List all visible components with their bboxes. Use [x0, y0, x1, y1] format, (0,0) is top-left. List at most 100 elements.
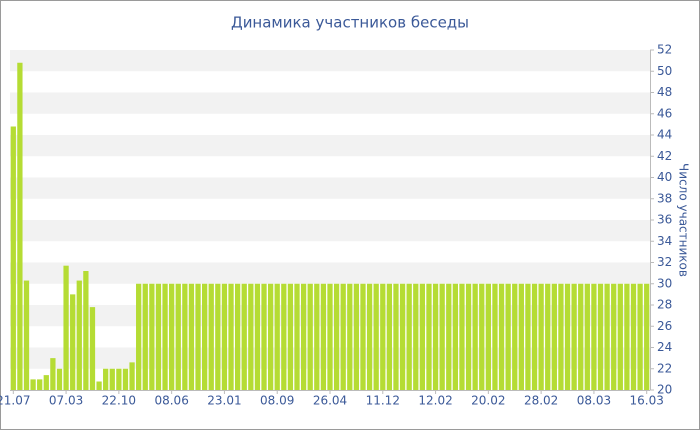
bar	[234, 283, 241, 390]
y-tick-label: 30	[657, 276, 672, 290]
bar	[228, 283, 234, 390]
y-tick-label: 28	[657, 298, 672, 312]
bar	[525, 283, 531, 390]
bar	[155, 283, 162, 390]
bar	[169, 283, 175, 390]
bar	[531, 283, 538, 390]
bar	[353, 283, 360, 390]
y-tick-label: 32	[657, 255, 672, 269]
bar	[518, 283, 524, 390]
bar	[300, 283, 307, 390]
bar	[122, 368, 129, 390]
x-tick-label: 08.09	[260, 394, 294, 408]
bar	[267, 283, 274, 390]
bar	[208, 283, 214, 390]
x-tick-label: 20.02	[471, 394, 505, 408]
x-tick-label: 22.10	[102, 394, 136, 408]
bar	[149, 283, 155, 390]
bar	[413, 283, 419, 390]
grid-stripe	[10, 220, 650, 242]
y-tick-label: 40	[657, 170, 672, 184]
bar	[294, 283, 300, 390]
x-tick-label: 08.06	[154, 394, 188, 408]
bar	[96, 381, 102, 390]
bar	[30, 379, 36, 390]
bar	[373, 283, 379, 390]
bar	[254, 283, 261, 390]
bar	[551, 283, 557, 390]
x-tick-label: 28.02	[524, 394, 558, 408]
bar	[37, 379, 43, 390]
bar	[327, 283, 333, 390]
bar	[366, 283, 373, 390]
bar	[498, 283, 505, 390]
bar	[611, 283, 617, 390]
grid-stripe	[10, 135, 650, 157]
bar	[23, 280, 30, 390]
y-tick-label: 22	[657, 361, 672, 375]
bar	[202, 283, 208, 390]
y-tick-label: 44	[657, 128, 672, 142]
y-tick-label: 42	[657, 149, 672, 163]
bar	[644, 283, 650, 390]
x-tick-label: 26.04	[313, 394, 347, 408]
x-tick-label: 21.07	[0, 394, 30, 408]
x-tick-label: 16.03	[630, 394, 664, 408]
bar	[109, 368, 115, 390]
bar	[63, 265, 69, 390]
bar	[17, 62, 23, 390]
bar	[439, 283, 445, 390]
y-tick-label: 46	[657, 106, 672, 120]
bar	[70, 294, 76, 390]
bar	[10, 126, 16, 390]
y-tick-label: 26	[657, 319, 672, 333]
x-tick-label: 08.03	[577, 394, 611, 408]
bar	[578, 283, 584, 390]
bar	[248, 283, 254, 390]
bar	[492, 283, 498, 390]
bar	[399, 283, 406, 390]
x-tick-label: 23.01	[207, 394, 241, 408]
bar	[479, 283, 485, 390]
bar	[538, 283, 544, 390]
bar	[347, 283, 353, 390]
bar	[142, 283, 148, 390]
bar	[89, 307, 96, 390]
bar	[116, 368, 122, 390]
bar	[485, 283, 491, 390]
bar	[281, 283, 287, 390]
bar	[584, 283, 590, 390]
bar	[393, 283, 399, 390]
bar	[432, 283, 439, 390]
bar	[182, 283, 188, 390]
bar	[360, 283, 366, 390]
x-tick-label: 12.02	[418, 394, 452, 408]
bar	[558, 283, 564, 390]
bar	[175, 283, 181, 390]
y-axis-label: Число участников	[677, 163, 691, 277]
bar	[221, 283, 228, 390]
y-tick-label: 50	[657, 64, 672, 78]
bar	[545, 283, 551, 390]
bar	[83, 271, 89, 390]
bar	[188, 283, 195, 390]
y-tick-label: 38	[657, 191, 672, 205]
bar	[43, 375, 49, 390]
bar	[241, 283, 247, 390]
bar	[505, 283, 511, 390]
bar	[597, 283, 604, 390]
bar	[274, 283, 280, 390]
grid-stripe	[10, 262, 650, 284]
bar	[630, 283, 637, 390]
x-tick-label: 07.03	[49, 394, 83, 408]
bar	[386, 283, 393, 390]
bar	[195, 283, 201, 390]
bar	[459, 283, 465, 390]
x-tick-label: 11.12	[366, 394, 400, 408]
bar	[637, 283, 643, 390]
bar	[76, 280, 82, 390]
bar	[564, 283, 571, 390]
grid-stripe	[10, 177, 650, 199]
bar	[340, 283, 346, 390]
